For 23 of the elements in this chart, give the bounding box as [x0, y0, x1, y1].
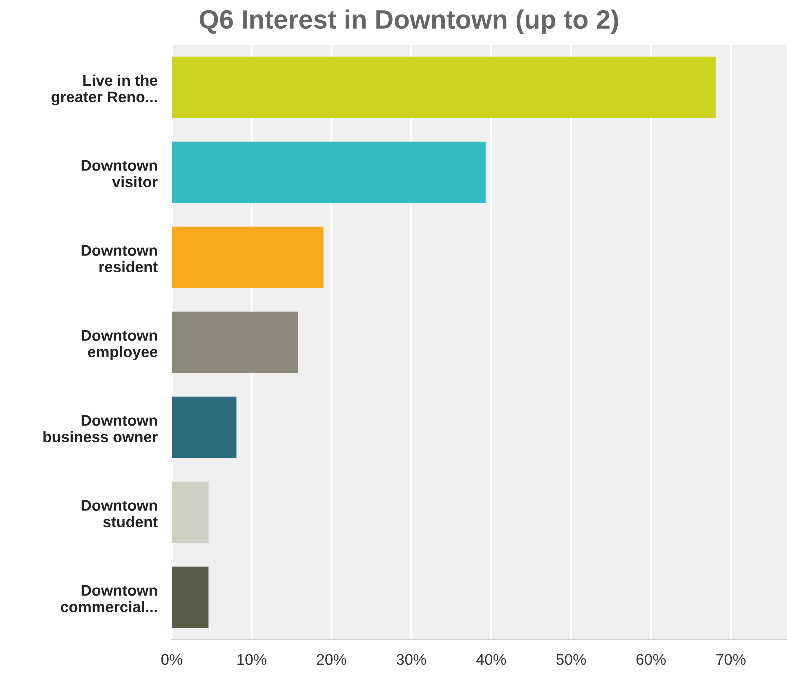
- x-tick-label: 50%: [556, 654, 586, 666]
- bar: [172, 396, 237, 458]
- x-tick-label: 0%: [162, 654, 182, 666]
- bar: [172, 56, 716, 118]
- x-tick-label: 10%: [238, 654, 267, 666]
- y-tick-label: Downtown resident: [82, 245, 158, 273]
- x-tick-label: 70%: [716, 654, 746, 666]
- bar: [172, 142, 486, 204]
- x-tick-label: 20%: [317, 654, 346, 666]
- chart-title: Q6 Interest in Downtown (up to 2): [200, 10, 618, 34]
- x-tick-label: 60%: [636, 654, 666, 666]
- x-tick-label: 40%: [476, 654, 506, 666]
- x-tick-label: 30%: [396, 654, 426, 666]
- bar: [172, 226, 324, 288]
- y-tick-label: Downtown employee: [82, 330, 158, 361]
- bar: [172, 482, 209, 544]
- y-tick-label: Downtown business owner: [44, 415, 158, 443]
- y-tick-label: Downtown commercial...: [61, 585, 158, 613]
- bar: [172, 312, 298, 374]
- y-tick-label: Downtown student: [82, 500, 158, 528]
- y-tick-label: Downtown visitor: [82, 160, 158, 188]
- bar: [172, 566, 209, 628]
- y-tick-label: Live in the greater Reno...: [52, 74, 158, 106]
